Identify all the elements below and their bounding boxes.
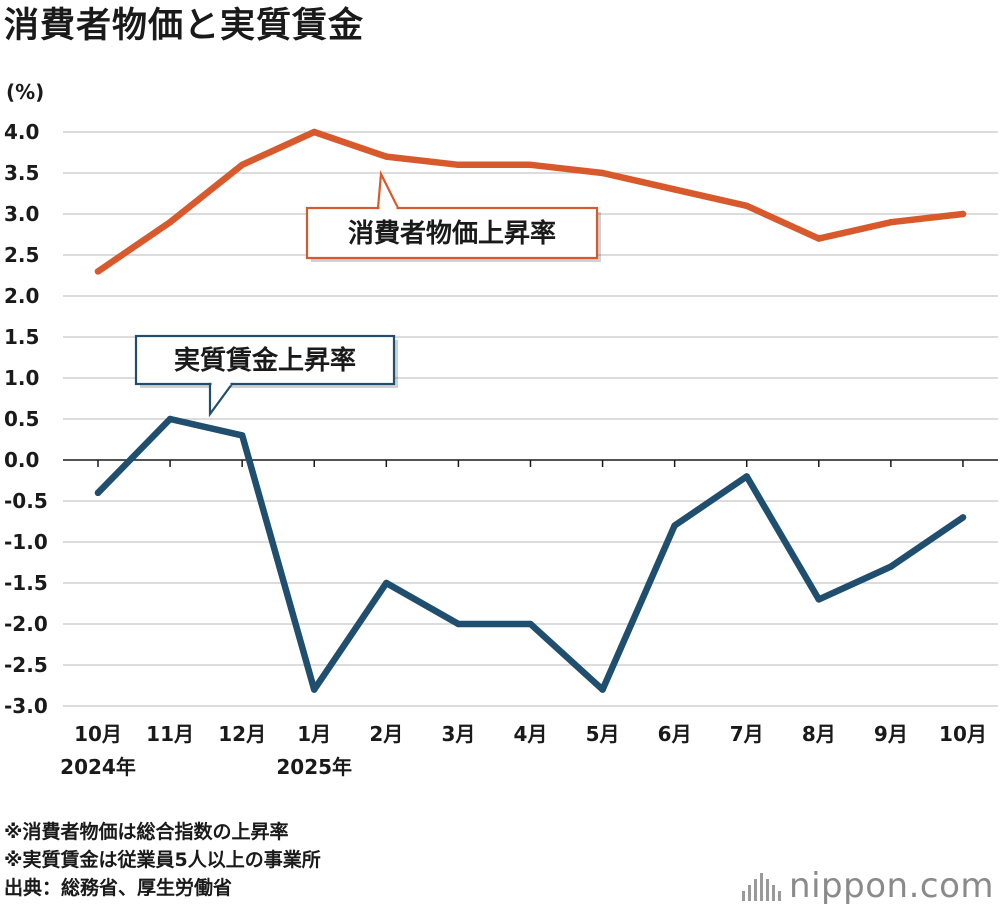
- x-tick-label: 10月: [939, 722, 987, 746]
- x-tick-label: 7月: [730, 722, 764, 746]
- data-point: [527, 620, 534, 628]
- y-tick-label: 2.0: [4, 284, 39, 308]
- y-axis-ticks: 4.0 3.5 3.0 2.5 2.0 1.5 1.0 0.5 0.0 -0.5 -1.0 -1.5 -…: [4, 120, 48, 718]
- y-tick-label: -2.5: [4, 653, 48, 677]
- footnotes: ※消費者物価は総合指数の上昇率 ※実質賃金は従業員5人以上の事業所: [4, 818, 321, 874]
- x-year-label: 2025年: [276, 755, 352, 779]
- data-point: [311, 128, 318, 136]
- logo-text: nippon.com: [789, 866, 994, 906]
- y-tick-label: 1.5: [4, 325, 39, 349]
- data-point: [383, 153, 390, 160]
- series-callout-1: 実質賃金上昇率: [134, 334, 398, 418]
- y-tick-label: -0.5: [4, 489, 48, 513]
- y-tick-label: 2.5: [4, 243, 39, 267]
- y-tick-label: -1.0: [4, 530, 48, 554]
- nippon-logo: nippon.com: [742, 866, 994, 906]
- x-year-label: 2024年: [60, 755, 136, 779]
- data-point: [94, 268, 102, 275]
- data-point: [599, 169, 606, 177]
- data-point: [887, 563, 895, 570]
- bars-logo-icon: [742, 871, 782, 901]
- data-point: [527, 161, 534, 168]
- footnote: ※実質賃金は従業員5人以上の事業所: [4, 849, 321, 871]
- x-tick-label: 11月: [146, 722, 194, 746]
- x-tick-label: 4月: [514, 722, 548, 746]
- x-tick-label: 5月: [586, 722, 620, 746]
- data-point: [959, 210, 967, 218]
- line-chart: 4.0 3.5 3.0 2.5 2.0 1.5 1.0 0.5 0.0 -0.5 -1.0 -1.5 -…: [4, 80, 998, 779]
- x-tick-label: 3月: [441, 722, 475, 746]
- data-point: [743, 202, 750, 209]
- data-point: [166, 415, 174, 423]
- data-point: [671, 186, 678, 193]
- data-point: [311, 686, 318, 693]
- y-tick-label: 0.5: [4, 407, 39, 431]
- x-tick-label: 2月: [369, 722, 403, 746]
- y-tick-label: 4.0: [4, 120, 39, 144]
- x-tick-label: 6月: [658, 722, 692, 746]
- data-point: [455, 161, 462, 168]
- data-point: [959, 514, 967, 521]
- y-tick-label: 3.0: [4, 202, 39, 226]
- series-name-label: 消費者物価上昇率: [348, 218, 556, 249]
- y-tick-label: 1.0: [4, 366, 39, 390]
- y-tick-label: -3.0: [4, 694, 48, 718]
- data-point: [815, 235, 822, 242]
- series-group: [94, 128, 967, 693]
- y-tick-label: -1.5: [4, 571, 48, 595]
- x-tick-label: 9月: [874, 722, 908, 746]
- data-point: [94, 489, 102, 496]
- data-point: [671, 522, 678, 529]
- series-name-label: 実質賃金上昇率: [174, 345, 356, 376]
- y-tick-label: -2.0: [4, 612, 48, 636]
- x-tick-label: 10月: [74, 722, 122, 746]
- y-axis-unit: (%): [6, 80, 44, 104]
- data-point: [455, 620, 462, 628]
- x-tick-label: 1月: [297, 722, 331, 746]
- x-axis: 10月 11月 12月 1月 2月 3月 4月 5月 6月 7月 8月 9月 10月 2024年 2025年: [60, 460, 987, 779]
- x-tick-label: 8月: [802, 722, 836, 746]
- series-callout-0: 消費者物価上昇率: [305, 170, 601, 262]
- chart-title: 消費者物価と実質賃金: [4, 6, 365, 46]
- data-point: [166, 219, 174, 226]
- data-point: [887, 219, 895, 226]
- y-tick-label: 3.5: [4, 161, 39, 185]
- y-tick-label: 0.0: [4, 448, 39, 472]
- data-point: [815, 596, 822, 603]
- x-tick-label: 12月: [218, 722, 266, 746]
- grid-lines: [63, 131, 998, 707]
- data-point: [599, 686, 606, 693]
- footnote: ※消費者物価は総合指数の上昇率: [4, 821, 289, 843]
- data-point: [383, 579, 390, 587]
- data-point: [743, 473, 750, 480]
- data-point: [238, 161, 246, 168]
- data-point: [238, 432, 246, 439]
- source-note: 出典：総務省、厚生労働省: [4, 877, 233, 899]
